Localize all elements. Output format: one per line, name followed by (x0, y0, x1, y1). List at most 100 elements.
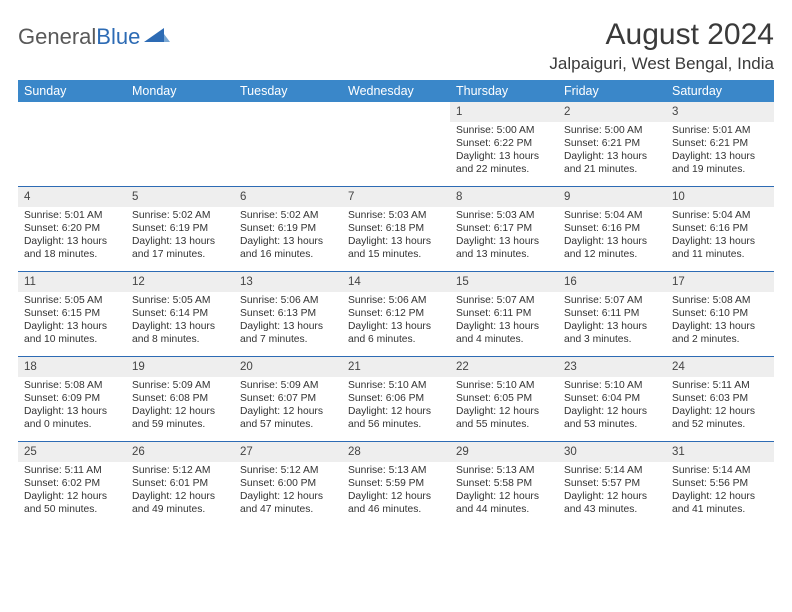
sunset-text: Sunset: 6:15 PM (24, 307, 120, 320)
calendar-cell (342, 102, 450, 186)
day-details: Sunrise: 5:12 AMSunset: 6:01 PMDaylight:… (126, 462, 234, 520)
day-details: Sunrise: 5:14 AMSunset: 5:56 PMDaylight:… (666, 462, 774, 520)
sunrise-text: Sunrise: 5:10 AM (564, 379, 660, 392)
sunrise-text: Sunrise: 5:08 AM (24, 379, 120, 392)
day-details: Sunrise: 5:01 AMSunset: 6:21 PMDaylight:… (666, 122, 774, 180)
day-details: Sunrise: 5:02 AMSunset: 6:19 PMDaylight:… (234, 207, 342, 265)
sunset-text: Sunset: 6:09 PM (24, 392, 120, 405)
calendar-cell: 19Sunrise: 5:09 AMSunset: 6:08 PMDayligh… (126, 357, 234, 441)
sunset-text: Sunset: 6:10 PM (672, 307, 768, 320)
calendar-cell: 11Sunrise: 5:05 AMSunset: 6:15 PMDayligh… (18, 272, 126, 356)
sunrise-text: Sunrise: 5:03 AM (348, 209, 444, 222)
day-details: Sunrise: 5:09 AMSunset: 6:07 PMDaylight:… (234, 377, 342, 435)
calendar-cell (126, 102, 234, 186)
day-details: Sunrise: 5:04 AMSunset: 6:16 PMDaylight:… (558, 207, 666, 265)
day-details: Sunrise: 5:00 AMSunset: 6:22 PMDaylight:… (450, 122, 558, 180)
sunrise-text: Sunrise: 5:01 AM (672, 124, 768, 137)
week-row: 25Sunrise: 5:11 AMSunset: 6:02 PMDayligh… (18, 441, 774, 526)
calendar-cell: 10Sunrise: 5:04 AMSunset: 6:16 PMDayligh… (666, 187, 774, 271)
day-number: 1 (450, 102, 558, 122)
day-details: Sunrise: 5:05 AMSunset: 6:15 PMDaylight:… (18, 292, 126, 350)
day-number: 29 (450, 442, 558, 462)
day-details: Sunrise: 5:10 AMSunset: 6:05 PMDaylight:… (450, 377, 558, 435)
daylight-text: Daylight: 12 hours and 56 minutes. (348, 405, 444, 431)
month-title: August 2024 (549, 18, 774, 52)
sunrise-text: Sunrise: 5:09 AM (240, 379, 336, 392)
sunset-text: Sunset: 5:59 PM (348, 477, 444, 490)
day-number: 14 (342, 272, 450, 292)
sunset-text: Sunset: 6:02 PM (24, 477, 120, 490)
calendar: Sunday Monday Tuesday Wednesday Thursday… (18, 80, 774, 526)
day-number: 7 (342, 187, 450, 207)
day-number: 25 (18, 442, 126, 462)
calendar-cell: 5Sunrise: 5:02 AMSunset: 6:19 PMDaylight… (126, 187, 234, 271)
sunrise-text: Sunrise: 5:06 AM (240, 294, 336, 307)
sunrise-text: Sunrise: 5:07 AM (564, 294, 660, 307)
day-header-mon: Monday (126, 80, 234, 102)
day-number: 22 (450, 357, 558, 377)
day-number: 18 (18, 357, 126, 377)
sunrise-text: Sunrise: 5:14 AM (564, 464, 660, 477)
day-details: Sunrise: 5:06 AMSunset: 6:12 PMDaylight:… (342, 292, 450, 350)
day-number: 26 (126, 442, 234, 462)
daylight-text: Daylight: 13 hours and 17 minutes. (132, 235, 228, 261)
day-number: 31 (666, 442, 774, 462)
sunset-text: Sunset: 6:08 PM (132, 392, 228, 405)
calendar-cell: 12Sunrise: 5:05 AMSunset: 6:14 PMDayligh… (126, 272, 234, 356)
calendar-cell: 7Sunrise: 5:03 AMSunset: 6:18 PMDaylight… (342, 187, 450, 271)
day-header-fri: Friday (558, 80, 666, 102)
day-number: 21 (342, 357, 450, 377)
sunrise-text: Sunrise: 5:04 AM (564, 209, 660, 222)
calendar-cell: 30Sunrise: 5:14 AMSunset: 5:57 PMDayligh… (558, 442, 666, 526)
sunrise-text: Sunrise: 5:01 AM (24, 209, 120, 222)
day-details: Sunrise: 5:05 AMSunset: 6:14 PMDaylight:… (126, 292, 234, 350)
sunset-text: Sunset: 6:13 PM (240, 307, 336, 320)
daylight-text: Daylight: 12 hours and 53 minutes. (564, 405, 660, 431)
calendar-cell: 24Sunrise: 5:11 AMSunset: 6:03 PMDayligh… (666, 357, 774, 441)
sunset-text: Sunset: 5:58 PM (456, 477, 552, 490)
calendar-cell: 31Sunrise: 5:14 AMSunset: 5:56 PMDayligh… (666, 442, 774, 526)
day-header-sun: Sunday (18, 80, 126, 102)
day-number: 11 (18, 272, 126, 292)
day-number (126, 102, 234, 107)
calendar-cell: 1Sunrise: 5:00 AMSunset: 6:22 PMDaylight… (450, 102, 558, 186)
daylight-text: Daylight: 13 hours and 0 minutes. (24, 405, 120, 431)
daylight-text: Daylight: 12 hours and 52 minutes. (672, 405, 768, 431)
sunset-text: Sunset: 6:18 PM (348, 222, 444, 235)
sunset-text: Sunset: 6:19 PM (132, 222, 228, 235)
day-details: Sunrise: 5:08 AMSunset: 6:10 PMDaylight:… (666, 292, 774, 350)
calendar-cell: 4Sunrise: 5:01 AMSunset: 6:20 PMDaylight… (18, 187, 126, 271)
sunrise-text: Sunrise: 5:12 AM (132, 464, 228, 477)
sunset-text: Sunset: 6:05 PM (456, 392, 552, 405)
weeks-container: 1Sunrise: 5:00 AMSunset: 6:22 PMDaylight… (18, 102, 774, 526)
daylight-text: Daylight: 13 hours and 7 minutes. (240, 320, 336, 346)
calendar-cell: 21Sunrise: 5:10 AMSunset: 6:06 PMDayligh… (342, 357, 450, 441)
day-details: Sunrise: 5:12 AMSunset: 6:00 PMDaylight:… (234, 462, 342, 520)
sunrise-text: Sunrise: 5:11 AM (24, 464, 120, 477)
sunset-text: Sunset: 6:16 PM (564, 222, 660, 235)
day-number: 2 (558, 102, 666, 122)
day-details: Sunrise: 5:13 AMSunset: 5:58 PMDaylight:… (450, 462, 558, 520)
daylight-text: Daylight: 12 hours and 50 minutes. (24, 490, 120, 516)
daylight-text: Daylight: 13 hours and 4 minutes. (456, 320, 552, 346)
day-details: Sunrise: 5:01 AMSunset: 6:20 PMDaylight:… (18, 207, 126, 265)
calendar-cell: 26Sunrise: 5:12 AMSunset: 6:01 PMDayligh… (126, 442, 234, 526)
sunrise-text: Sunrise: 5:00 AM (564, 124, 660, 137)
day-number (18, 102, 126, 107)
sunrise-text: Sunrise: 5:08 AM (672, 294, 768, 307)
day-header-row: Sunday Monday Tuesday Wednesday Thursday… (18, 80, 774, 102)
day-number: 13 (234, 272, 342, 292)
sunrise-text: Sunrise: 5:13 AM (348, 464, 444, 477)
day-number: 20 (234, 357, 342, 377)
daylight-text: Daylight: 13 hours and 18 minutes. (24, 235, 120, 261)
daylight-text: Daylight: 13 hours and 6 minutes. (348, 320, 444, 346)
day-details: Sunrise: 5:09 AMSunset: 6:08 PMDaylight:… (126, 377, 234, 435)
daylight-text: Daylight: 12 hours and 46 minutes. (348, 490, 444, 516)
week-row: 1Sunrise: 5:00 AMSunset: 6:22 PMDaylight… (18, 102, 774, 186)
sunrise-text: Sunrise: 5:05 AM (132, 294, 228, 307)
calendar-cell: 2Sunrise: 5:00 AMSunset: 6:21 PMDaylight… (558, 102, 666, 186)
day-details: Sunrise: 5:10 AMSunset: 6:04 PMDaylight:… (558, 377, 666, 435)
day-number: 10 (666, 187, 774, 207)
calendar-cell: 9Sunrise: 5:04 AMSunset: 6:16 PMDaylight… (558, 187, 666, 271)
calendar-cell: 28Sunrise: 5:13 AMSunset: 5:59 PMDayligh… (342, 442, 450, 526)
